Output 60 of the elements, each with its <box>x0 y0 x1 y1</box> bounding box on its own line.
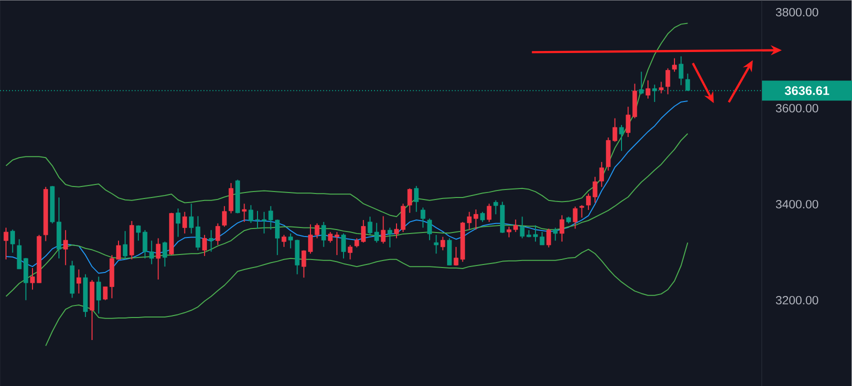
candlestick <box>156 238 161 280</box>
candlestick <box>354 238 360 248</box>
candlestick <box>427 218 432 241</box>
candlestick <box>182 211 188 234</box>
candlestick <box>546 228 552 248</box>
candlestick <box>341 232 346 259</box>
candlestick <box>122 230 128 260</box>
candlestick <box>242 203 247 222</box>
candlestick <box>626 106 630 138</box>
candlestick <box>16 238 22 270</box>
candlestick <box>176 208 180 238</box>
candlestick <box>658 81 664 94</box>
candlestick <box>348 244 352 260</box>
candlestick <box>4 227 8 260</box>
candlestick <box>434 234 439 254</box>
candlestick <box>646 80 650 99</box>
candlestick <box>162 240 168 267</box>
candlestick <box>96 276 101 314</box>
candlestick <box>486 203 492 222</box>
candlestick <box>599 161 604 188</box>
candlestick <box>102 286 108 301</box>
candlestick <box>275 218 280 256</box>
candlestick <box>388 227 392 248</box>
candlestick <box>202 234 207 256</box>
candlestick <box>407 188 412 214</box>
candlestick <box>520 216 525 239</box>
candlestick <box>440 236 446 251</box>
candlestick <box>666 68 670 95</box>
candlestick <box>553 227 558 242</box>
candlestick <box>480 211 485 222</box>
candlestick <box>474 208 478 230</box>
candlestick <box>215 222 220 246</box>
y-tick-label: 3600.00 <box>776 104 818 112</box>
candlestick <box>414 185 419 212</box>
y-tick-label: 3200.00 <box>776 296 818 304</box>
candlestick <box>493 200 498 215</box>
candlestick <box>619 124 624 152</box>
candlestick <box>380 216 386 244</box>
candlestick <box>361 219 366 243</box>
candlestick <box>228 182 234 214</box>
candlestick <box>76 268 82 294</box>
candlestick <box>282 234 286 248</box>
candlestick <box>560 214 564 242</box>
candlestick <box>466 211 472 230</box>
candlestick <box>268 205 274 230</box>
candlestick <box>208 229 214 252</box>
candlestick <box>10 228 15 254</box>
candlestick <box>420 206 426 228</box>
candlestick <box>222 205 227 228</box>
candlestick <box>612 118 618 142</box>
candlestick <box>579 204 584 218</box>
candlestick <box>678 56 684 86</box>
y-tick-label: 3400.00 <box>776 200 818 208</box>
ref-line-label: 3636.61 <box>784 86 830 95</box>
candlestick <box>288 232 293 249</box>
candlestick <box>321 221 326 248</box>
candlestick <box>63 229 68 266</box>
candlestick <box>572 206 578 230</box>
candlestick <box>672 58 677 72</box>
y-tick-label: 3800.00 <box>776 8 818 16</box>
